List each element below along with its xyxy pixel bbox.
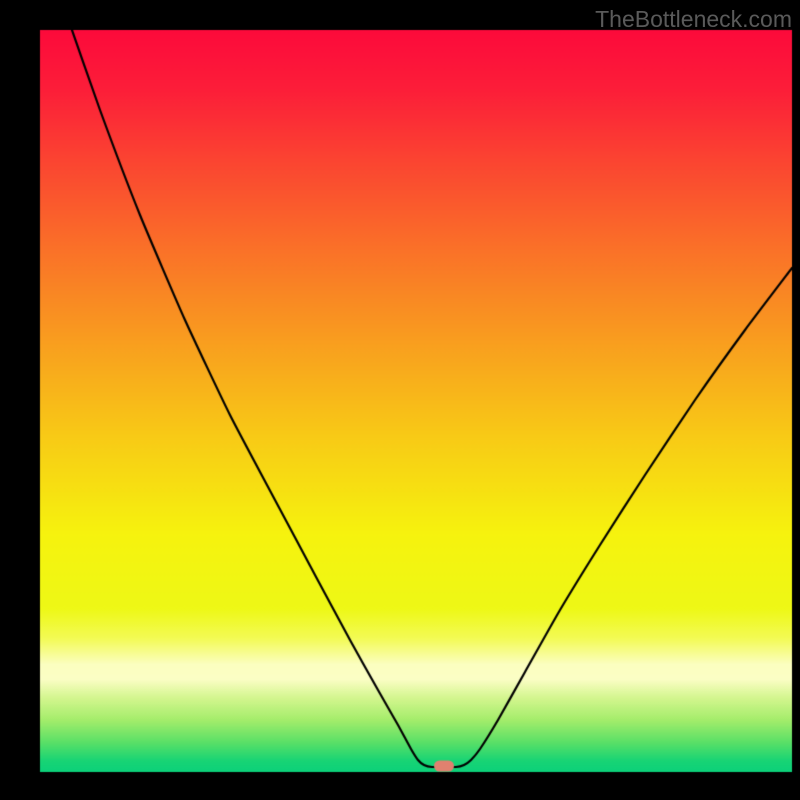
watermark-text: TheBottleneck.com: [595, 6, 792, 33]
bottleneck-chart-canvas: [0, 0, 800, 800]
chart-stage: TheBottleneck.com: [0, 0, 800, 800]
